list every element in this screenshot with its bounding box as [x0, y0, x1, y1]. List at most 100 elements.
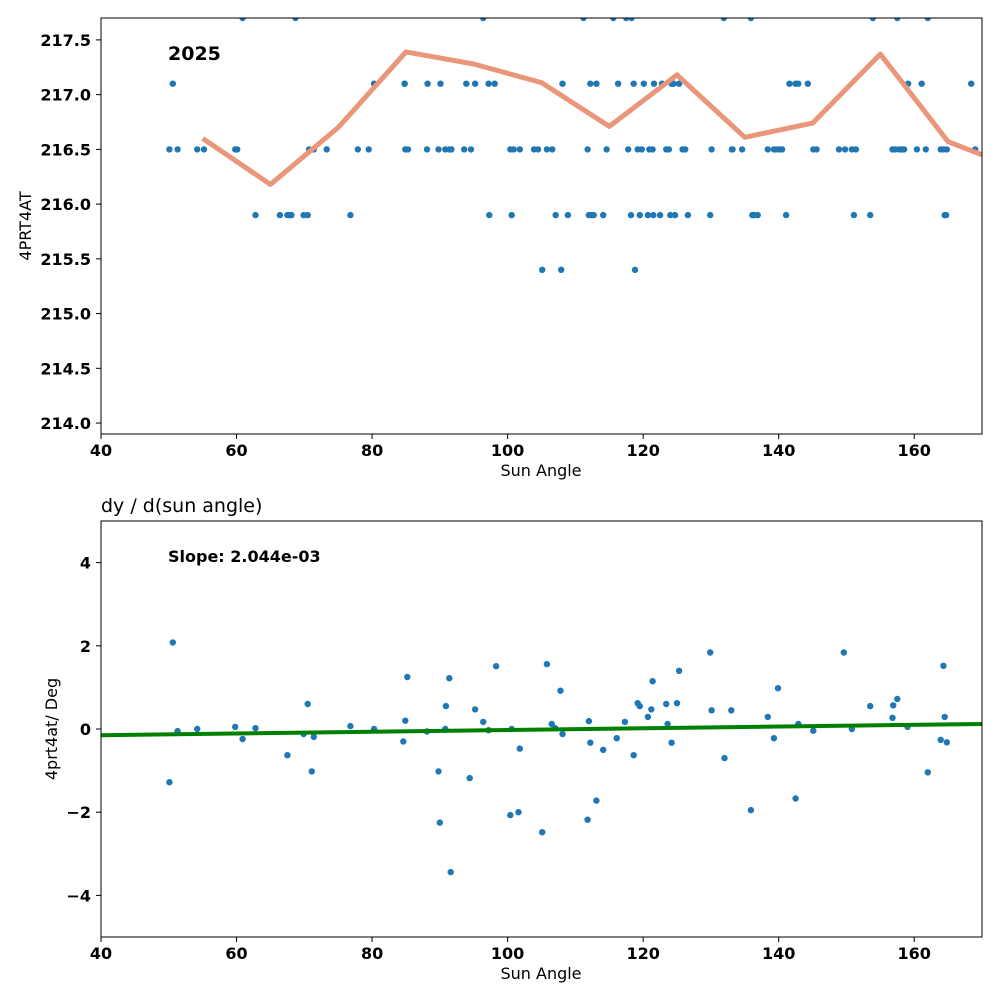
y-tick-label: 214.0	[40, 414, 91, 433]
data-point	[673, 700, 681, 707]
data-point	[467, 146, 475, 153]
bottom-y-axis-label: 4prt4at/ Deg	[42, 678, 61, 780]
data-point	[347, 722, 354, 730]
data-point	[347, 211, 354, 219]
data-point	[365, 146, 372, 153]
data-point	[593, 797, 600, 804]
data-point	[630, 752, 637, 759]
data-point	[913, 146, 921, 153]
top-plot-area: 40 60 80 100 120 140 160 214.0 214.5 215.0 215.5 21…	[40, 17, 983, 460]
data-point	[644, 713, 652, 721]
data-point	[557, 687, 564, 694]
data-point	[941, 713, 948, 721]
bottom-chart-title: dy / d(sun angle)	[101, 495, 262, 517]
data-point	[707, 211, 714, 219]
data-point	[491, 80, 498, 87]
data-point	[232, 723, 239, 731]
data-point	[770, 735, 778, 742]
data-point	[310, 733, 317, 741]
data-point	[764, 146, 771, 153]
data-point	[644, 211, 652, 219]
x-tick-label: 160	[898, 944, 931, 963]
data-point	[867, 211, 874, 219]
data-point	[400, 738, 407, 745]
data-point	[442, 702, 450, 710]
data-point	[194, 725, 201, 733]
data-point	[585, 717, 593, 725]
data-point	[918, 80, 925, 87]
x-tick-label: 80	[361, 944, 383, 963]
x-tick-label: 100	[491, 944, 524, 963]
data-point	[587, 80, 594, 87]
data-point	[471, 80, 479, 87]
data-point	[792, 795, 799, 802]
data-point	[665, 146, 673, 153]
data-point	[747, 18, 755, 22]
data-point	[590, 211, 597, 219]
data-point	[516, 146, 523, 153]
data-point	[323, 146, 330, 153]
data-point	[636, 702, 643, 710]
y-tick-label: 4	[80, 554, 91, 573]
data-point	[682, 146, 689, 153]
data-point	[670, 80, 677, 87]
data-point	[593, 80, 600, 87]
data-point	[894, 18, 901, 22]
data-point	[308, 768, 315, 775]
data-point	[648, 706, 655, 713]
data-point	[869, 18, 877, 22]
data-point	[166, 146, 173, 153]
y-tick-label: 2	[80, 637, 91, 656]
data-point	[558, 266, 565, 273]
data-point	[549, 146, 556, 153]
data-point	[628, 18, 635, 22]
data-point	[754, 211, 761, 219]
data-point	[747, 806, 755, 814]
data-point	[559, 80, 566, 87]
bottom-chart-panel: dy / d(sun angle) 40 60 80 100 120 140 160−4−2…	[42, 495, 983, 983]
data-point	[924, 769, 931, 776]
data-point	[720, 18, 727, 22]
data-point	[435, 768, 442, 775]
data-point	[404, 673, 411, 681]
data-point	[610, 18, 617, 22]
x-tick-label: 120	[626, 441, 659, 460]
data-point	[621, 718, 629, 726]
data-point	[603, 146, 610, 153]
data-point	[276, 211, 284, 219]
data-point	[436, 819, 443, 826]
data-point	[835, 146, 843, 153]
data-point	[166, 779, 173, 786]
x-tick-label: 140	[762, 944, 795, 963]
data-point	[539, 829, 546, 836]
data-point	[516, 745, 523, 752]
plot-content	[166, 18, 982, 273]
data-point	[804, 80, 811, 87]
data-point	[304, 211, 311, 219]
data-point	[354, 146, 361, 153]
data-point	[649, 678, 656, 685]
y-tick-label: 216.0	[40, 195, 91, 214]
data-point	[850, 211, 858, 219]
data-point	[943, 739, 950, 746]
data-point	[169, 639, 176, 646]
data-point	[630, 80, 637, 87]
x-tick-label: 80	[361, 441, 383, 460]
x-tick-label: 140	[762, 441, 795, 460]
data-point	[675, 667, 683, 674]
data-point	[671, 211, 679, 219]
y-tick-label: 214.5	[40, 359, 91, 378]
y-tick-label: 217.5	[40, 31, 91, 50]
data-point	[580, 18, 587, 22]
data-point	[813, 146, 820, 153]
data-point	[284, 752, 291, 759]
data-point	[667, 211, 674, 219]
data-point	[943, 146, 950, 153]
data-point	[194, 146, 201, 153]
data-point	[810, 727, 817, 734]
x-tick-label: 60	[225, 944, 247, 963]
y-tick-label: 215.5	[40, 250, 91, 269]
data-point	[890, 702, 897, 709]
data-point	[942, 211, 950, 219]
data-point	[623, 18, 630, 22]
